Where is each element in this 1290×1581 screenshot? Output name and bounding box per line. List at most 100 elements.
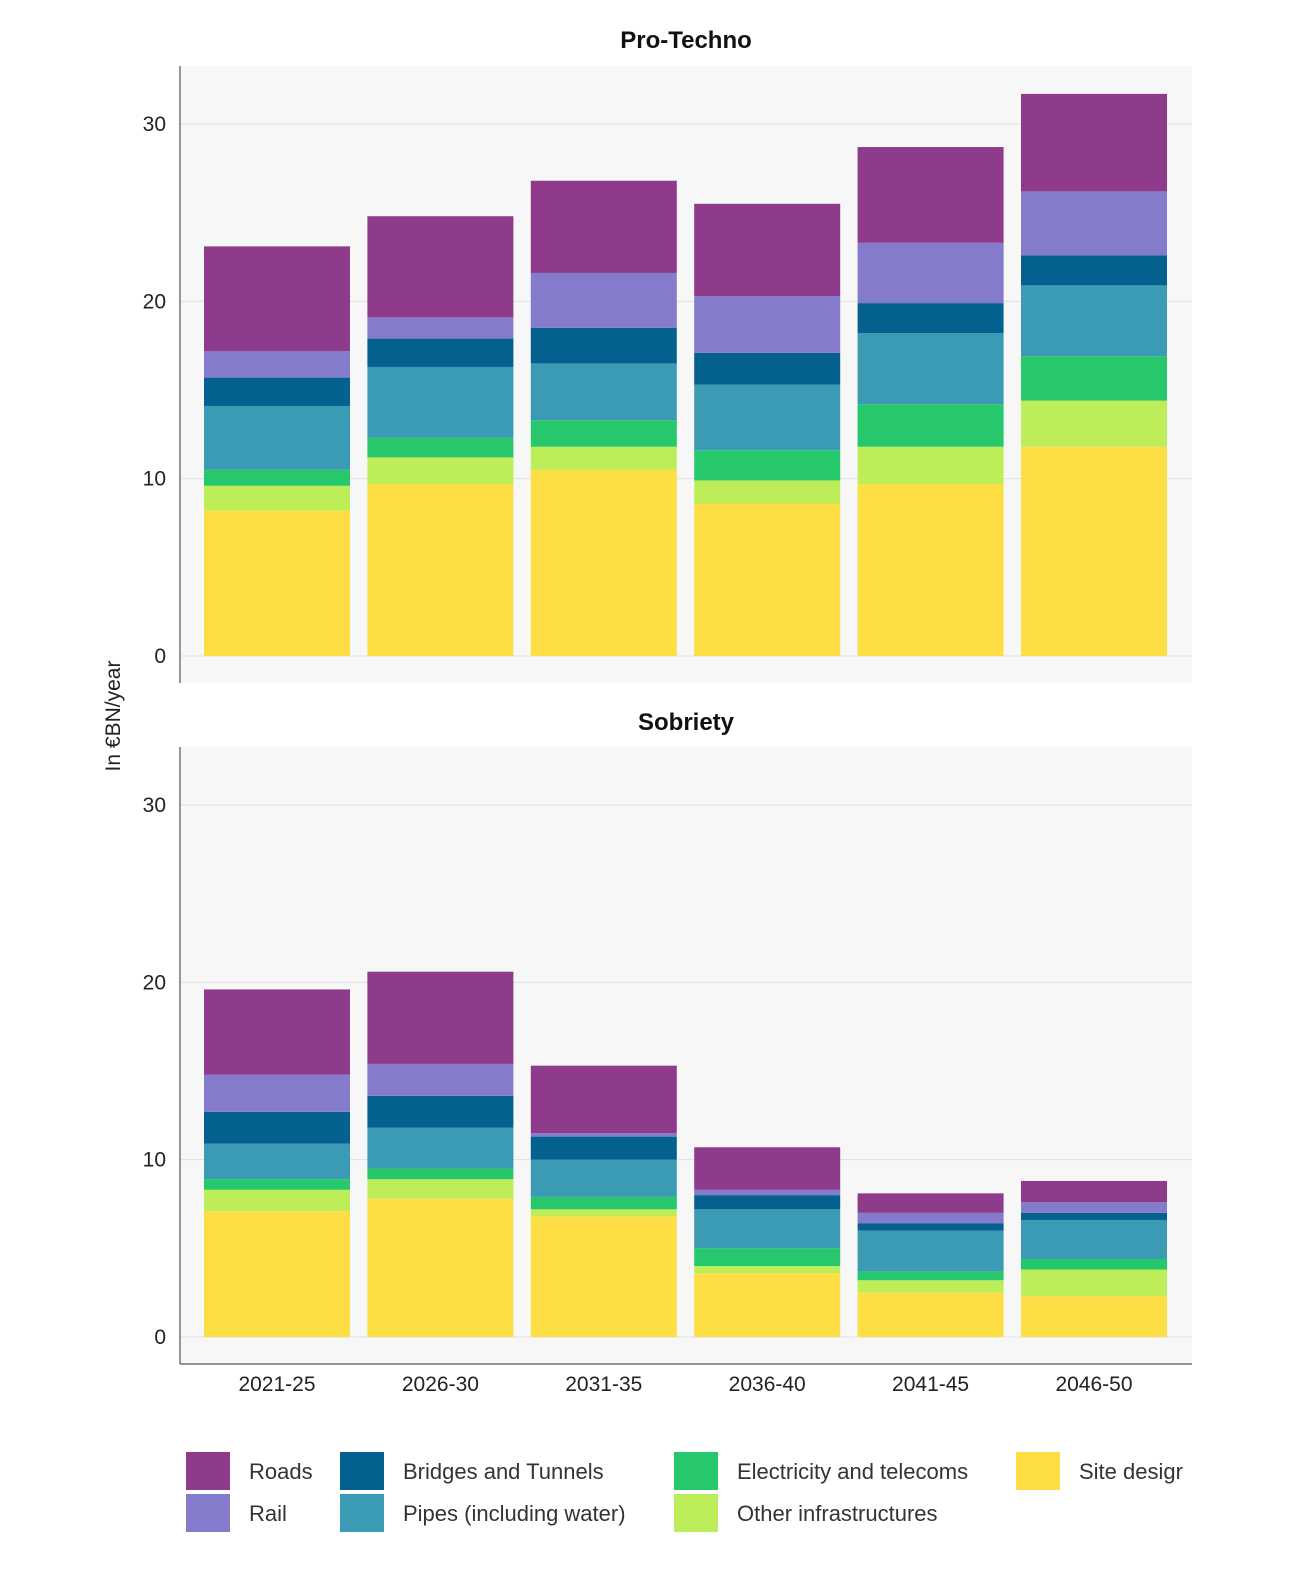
legend-swatch xyxy=(340,1452,384,1490)
bar-segment-pipes-including-water- xyxy=(694,1209,841,1249)
x-tick-label: 2026-30 xyxy=(402,1373,479,1396)
bar-segment-rail xyxy=(1021,1202,1167,1213)
legend-label: Pipes (including water) xyxy=(403,1501,626,1526)
x-tick-label: 2021-25 xyxy=(238,1373,315,1396)
bar-segment-other-infrastructures xyxy=(857,1280,1004,1293)
bar-segment-roads xyxy=(530,1065,677,1134)
bar-segment-other-infrastructures xyxy=(530,446,677,470)
bar-segment-roads xyxy=(1021,1180,1167,1203)
x-tick-label: 2031-35 xyxy=(565,1373,642,1396)
y-tick-label: 20 xyxy=(143,971,166,994)
y-tick-label: 0 xyxy=(154,1326,166,1349)
bar-segment-electricity-and-telecoms xyxy=(1021,1258,1167,1270)
bar-segment-rail xyxy=(367,1063,514,1096)
bar-segment-bridges-and-tunnels xyxy=(1021,255,1167,286)
bar-segment-site-design xyxy=(530,469,677,656)
bar-segment-roads xyxy=(204,989,350,1075)
bar-segment-other-infrastructures xyxy=(204,485,350,511)
y-tick-label: 10 xyxy=(143,1149,166,1172)
legend-label: Electricity and telecoms xyxy=(737,1459,968,1484)
bar-segment-pipes-including-water- xyxy=(1021,285,1167,357)
x-tick-label: 2036-40 xyxy=(729,1373,806,1396)
bar-segment-other-infrastructures xyxy=(1021,400,1167,447)
bar-segment-site-design xyxy=(694,1273,841,1337)
x-tick-label: 2046-50 xyxy=(1055,1373,1132,1396)
bar-segment-rail xyxy=(530,272,677,328)
bar-segment-pipes-including-water- xyxy=(530,1159,677,1197)
y-tick-label: 30 xyxy=(143,113,166,136)
bar-segment-site-design xyxy=(694,503,841,656)
bar-segment-other-infrastructures xyxy=(1021,1269,1167,1297)
bar-segment-site-design xyxy=(204,1211,350,1337)
bar-segment-roads xyxy=(694,203,841,297)
legend-item: Roads xyxy=(186,1452,313,1490)
bar-segment-roads xyxy=(1021,93,1167,192)
bar-segment-pipes-including-water- xyxy=(530,363,677,421)
bar-segment-other-infrastructures xyxy=(694,480,841,504)
bar-segment-bridges-and-tunnels xyxy=(857,303,1004,334)
y-tick-label: 20 xyxy=(143,290,166,313)
legend: Roads Rail Bridges and Tunnels Pipes (inclu… xyxy=(186,1452,1183,1532)
legend-swatch xyxy=(674,1494,718,1532)
bar-segment-site-design xyxy=(367,483,514,656)
legend-item: Rail xyxy=(186,1494,287,1532)
legend-item: Site desigr xyxy=(1016,1452,1183,1490)
bar-segment-site-design xyxy=(204,510,350,656)
bar-segment-rail xyxy=(367,317,514,339)
bar-segment-roads xyxy=(367,216,514,318)
bar-segment-electricity-and-telecoms xyxy=(204,469,350,486)
bar-segment-site-design xyxy=(1021,1296,1167,1337)
legend-swatch xyxy=(674,1452,718,1490)
bar-segment-pipes-including-water- xyxy=(857,333,1004,405)
bar-segment-pipes-including-water- xyxy=(1021,1219,1167,1259)
bar-segment-site-design xyxy=(530,1216,677,1337)
bar-segment-roads xyxy=(857,147,1004,243)
bar-segment-other-infrastructures xyxy=(694,1266,841,1274)
bar-segment-pipes-including-water- xyxy=(367,366,514,438)
bar-segment-bridges-and-tunnels xyxy=(367,1095,514,1128)
legend-item: Pipes (including water) xyxy=(340,1494,626,1532)
bar-segment-rail xyxy=(857,242,1004,304)
legend-label: Roads xyxy=(249,1459,313,1484)
bar-segment-pipes-including-water- xyxy=(367,1127,514,1169)
legend-swatch xyxy=(1016,1452,1060,1490)
bar-segment-other-infrastructures xyxy=(204,1189,350,1212)
bar-segment-pipes-including-water- xyxy=(694,384,841,451)
bar-segment-rail xyxy=(1021,191,1167,256)
bar-segment-other-infrastructures xyxy=(857,446,1004,484)
bar-segment-rail xyxy=(204,1074,350,1112)
panel-pro-techno: 0 10 20 30 Pro-Techno xyxy=(143,27,1192,683)
legend-swatch xyxy=(186,1494,230,1532)
panel-title: Sobriety xyxy=(638,709,735,736)
bar-segment-site-design xyxy=(1021,446,1167,656)
y-tick-label: 30 xyxy=(143,794,166,817)
bar-segment-rail xyxy=(857,1212,1004,1224)
bar-segment-electricity-and-telecoms xyxy=(857,404,1004,447)
bar-segment-pipes-including-water- xyxy=(204,1143,350,1180)
bar-segment-rail xyxy=(530,1133,677,1137)
bar-segment-electricity-and-telecoms xyxy=(204,1179,350,1190)
bar-segment-roads xyxy=(857,1193,1004,1213)
legend-item: Other infrastructures xyxy=(674,1494,938,1532)
y-tick-label: 0 xyxy=(154,645,166,668)
bar-segment-pipes-including-water- xyxy=(857,1230,1004,1272)
bar-segment-other-infrastructures xyxy=(367,1179,514,1199)
bar-segment-bridges-and-tunnels xyxy=(694,1195,841,1210)
bar-segment-bridges-and-tunnels xyxy=(694,352,841,385)
bar-segment-roads xyxy=(367,971,514,1064)
bar-segment-other-infrastructures xyxy=(530,1209,677,1217)
panel-title: Pro-Techno xyxy=(620,27,752,54)
panel-sobriety: 0 10 20 30 Sobriety xyxy=(143,709,1192,1365)
bar-segment-electricity-and-telecoms xyxy=(530,420,677,447)
bar-segment-electricity-and-telecoms xyxy=(367,1168,514,1180)
y-tick-label: 10 xyxy=(143,468,166,491)
bar-segment-roads xyxy=(694,1147,841,1190)
bar-segment-rail xyxy=(694,296,841,353)
legend-item: Electricity and telecoms xyxy=(674,1452,968,1490)
x-axis-ticks: 2021-25 2026-30 2031-35 2036-40 2041-45 2046-… xyxy=(238,1373,1132,1396)
bar-segment-electricity-and-telecoms xyxy=(694,450,841,481)
bar-segment-electricity-and-telecoms xyxy=(694,1248,841,1267)
bar-segment-site-design xyxy=(367,1198,514,1337)
bar-segment-electricity-and-telecoms xyxy=(530,1196,677,1210)
